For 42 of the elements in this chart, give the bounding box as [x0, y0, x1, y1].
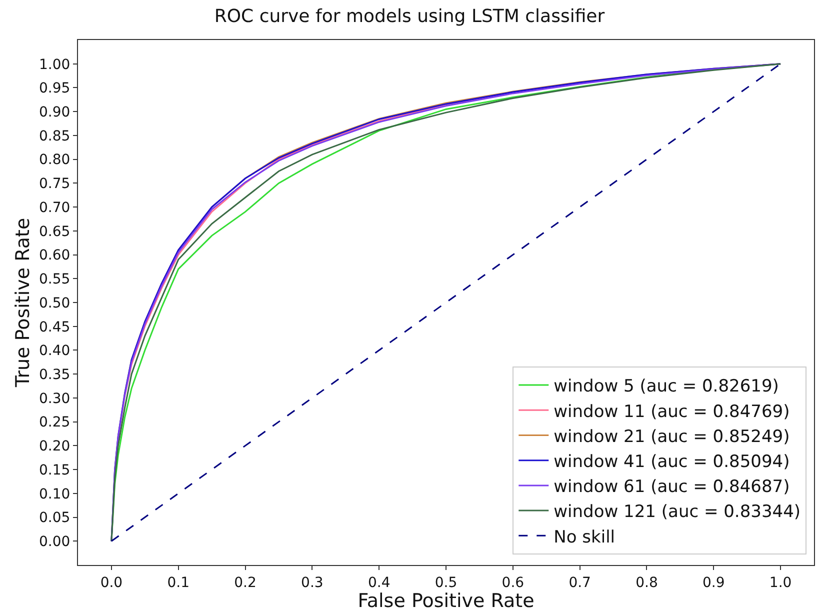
- y-tick-label: 0.05: [39, 510, 70, 526]
- y-tick-label: 0.95: [39, 80, 70, 97]
- y-tick-label: 0.30: [39, 390, 70, 407]
- y-tick-label: 0.10: [39, 486, 70, 502]
- y-tick-label: 0.40: [39, 343, 70, 360]
- y-tick-label: 0.45: [39, 319, 70, 336]
- y-tick-label: 0.75: [39, 176, 70, 192]
- x-axis-title: False Positive Rate: [358, 590, 534, 612]
- y-tick-label: 0.00: [39, 534, 70, 550]
- legend-label: window 21 (auc = 0.85249): [554, 426, 790, 447]
- x-tick-label: 1.0: [769, 574, 792, 591]
- legend-label: window 121 (auc = 0.83344): [554, 502, 801, 522]
- x-tick-label: 0.5: [434, 574, 458, 591]
- y-tick-label: 0.60: [39, 248, 70, 264]
- x-tick-label: 0.6: [502, 574, 524, 591]
- y-tick-label: 0.65: [39, 224, 70, 240]
- x-tick-label: 0.4: [368, 574, 390, 591]
- y-tick-label: 0.25: [39, 414, 70, 431]
- legend-label: window 11 (auc = 0.84769): [554, 402, 790, 422]
- y-tick-label: 0.35: [39, 366, 70, 383]
- chart-title: ROC curve for models using LSTM classifier: [214, 6, 606, 27]
- x-tick-label: 0.0: [100, 574, 123, 591]
- y-tick-label: 0.85: [39, 128, 70, 144]
- y-tick-label: 0.50: [39, 295, 70, 312]
- x-tick-label: 0.1: [167, 574, 190, 591]
- legend-label: window 5 (auc = 0.82619): [554, 376, 779, 397]
- legend-label: window 61 (auc = 0.84687): [554, 477, 790, 498]
- y-tick-label: 0.80: [39, 152, 70, 168]
- x-tick-label: 0.2: [234, 574, 256, 591]
- x-tick-label: 0.7: [568, 574, 591, 591]
- y-tick-label: 0.20: [39, 438, 70, 455]
- y-tick-label: 0.70: [39, 200, 70, 216]
- legend-label: No skill: [554, 527, 616, 548]
- legend-label: window 41 (auc = 0.85094): [554, 452, 790, 472]
- y-tick-label: 0.15: [39, 462, 70, 478]
- x-tick-label: 0.8: [636, 574, 658, 591]
- y-axis-title: True Positive Rate: [12, 218, 34, 388]
- y-tick-label: 0.90: [39, 104, 70, 120]
- x-tick-label: 0.9: [702, 574, 725, 591]
- x-tick-label: 0.3: [301, 574, 324, 591]
- y-tick-label: 0.55: [39, 272, 70, 288]
- y-tick-label: 1.00: [39, 56, 70, 73]
